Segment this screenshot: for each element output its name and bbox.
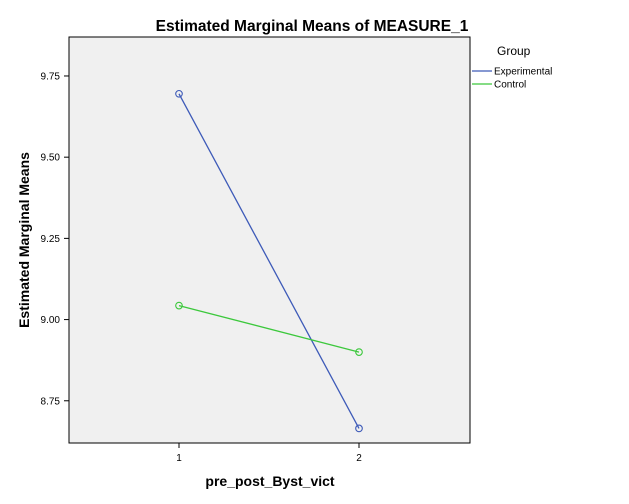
y-tick-label: 9.25: [41, 234, 61, 245]
data-point-experimental: [355, 424, 363, 433]
y-tick-label: 9.75: [41, 71, 61, 82]
y-tick-label: 9.50: [41, 153, 61, 164]
series-layer: [175, 89, 363, 433]
legend-label-control: Control: [494, 80, 526, 91]
legend-title: Group: [497, 44, 531, 58]
plot-area: [68, 36, 471, 444]
data-point-experimental: [175, 89, 183, 98]
y-tick-label: 8.75: [41, 396, 61, 407]
x-axis-label: pre_post_Byst_vict: [205, 473, 335, 489]
chart-title: Estimated Marginal Means of MEASURE_1: [156, 18, 469, 35]
x-tick-label: 1: [176, 453, 182, 464]
series-line-experimental: [178, 93, 360, 429]
y-axis-label: Estimated Marginal Means: [16, 152, 32, 328]
y-tick-label: 9.00: [41, 315, 61, 326]
legend: Group Experimental Control: [472, 44, 552, 91]
y-axis: 9.75 9.50 9.25 9.00 8.75: [41, 71, 69, 407]
data-point-control: [355, 348, 363, 356]
legend-label-experimental: Experimental: [494, 67, 552, 78]
data-point-control: [175, 301, 183, 310]
x-tick-label: 2: [356, 453, 362, 464]
series-line-control: [178, 304, 360, 353]
